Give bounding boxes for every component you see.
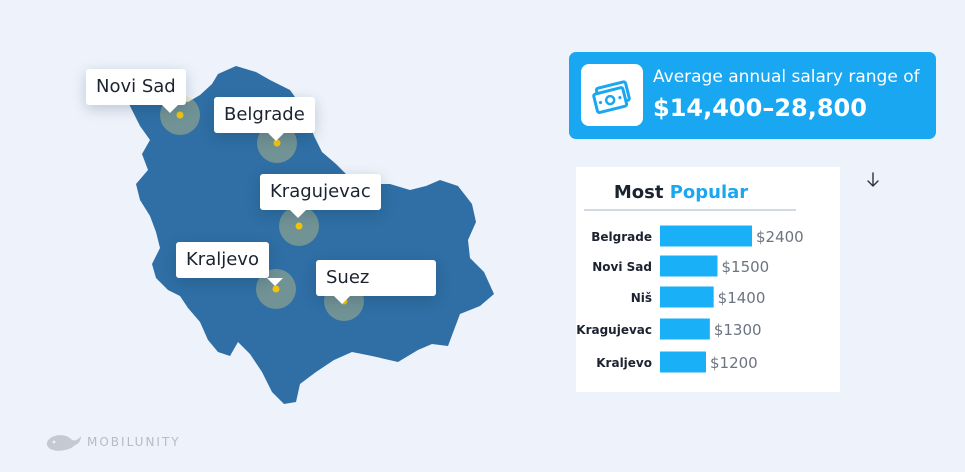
- city-label-suez: Suez: [316, 260, 436, 304]
- city-marker-dot: [272, 285, 280, 293]
- value-label: $1200: [710, 354, 758, 372]
- category-label: Kraljevo: [596, 356, 652, 370]
- value-label: $1500: [722, 258, 770, 276]
- bar-chart: Belgrade $2400 Novi Sad $1500 Niš $1400 Kraguj…: [576, 225, 804, 373]
- chart-title: Most Popular: [576, 182, 786, 203]
- city-marker-dot: [295, 222, 303, 230]
- city-label-kragujevac: Kragujevac: [260, 174, 381, 218]
- value-label: $1300: [714, 321, 762, 339]
- value-label: $1400: [718, 289, 766, 307]
- money-icon-box: [581, 64, 643, 126]
- chart-title-part-2: Popular: [669, 182, 749, 203]
- city-marker-dot: [273, 139, 281, 147]
- city-marker-dot: [176, 111, 184, 119]
- money-icon: [592, 80, 631, 115]
- chart-title-part-1: Most: [613, 182, 664, 203]
- city-marker: [279, 206, 319, 246]
- city-name: Novi Sad: [96, 76, 176, 97]
- most-popular-panel: Most Popular Belgrade $2400 Novi Sad $1500 N…: [576, 167, 840, 392]
- brand-logo: MOBILUNITY: [45, 430, 179, 454]
- city-label-kraljevo: Kraljevo: [176, 242, 283, 286]
- city-name: Kragujevac: [270, 181, 371, 202]
- country-shape: [128, 66, 494, 404]
- category-label: Belgrade: [591, 230, 652, 244]
- category-label: Novi Sad: [592, 260, 652, 274]
- bar: [660, 318, 710, 340]
- city-marker: [256, 269, 296, 309]
- city-label-novi-sad: Novi Sad: [86, 69, 186, 113]
- title-underline: [584, 209, 796, 211]
- down-arrow-icon[interactable]: [865, 171, 881, 189]
- value-label: $2400: [756, 228, 804, 246]
- category-label: Kragujevac: [576, 323, 652, 337]
- brand-name: MOBILUNITY: [87, 435, 181, 449]
- bar: [660, 225, 752, 247]
- city-name: Belgrade: [224, 104, 305, 125]
- city-label-belgrade: Belgrade: [214, 97, 315, 141]
- map: [128, 66, 494, 404]
- city-marker: [257, 123, 297, 163]
- city-name: Suez: [326, 267, 370, 288]
- salary-card: Average annual salary range of $14,400–2…: [569, 52, 936, 139]
- salary-caption: Average annual salary range of: [653, 67, 920, 87]
- bar: [660, 286, 714, 308]
- city-name: Kraljevo: [186, 249, 259, 270]
- whale-icon: [46, 435, 81, 451]
- bar: [660, 351, 706, 373]
- category-label: Niš: [631, 291, 652, 305]
- salary-value: $14,400–28,800: [653, 94, 867, 122]
- bar: [660, 255, 718, 277]
